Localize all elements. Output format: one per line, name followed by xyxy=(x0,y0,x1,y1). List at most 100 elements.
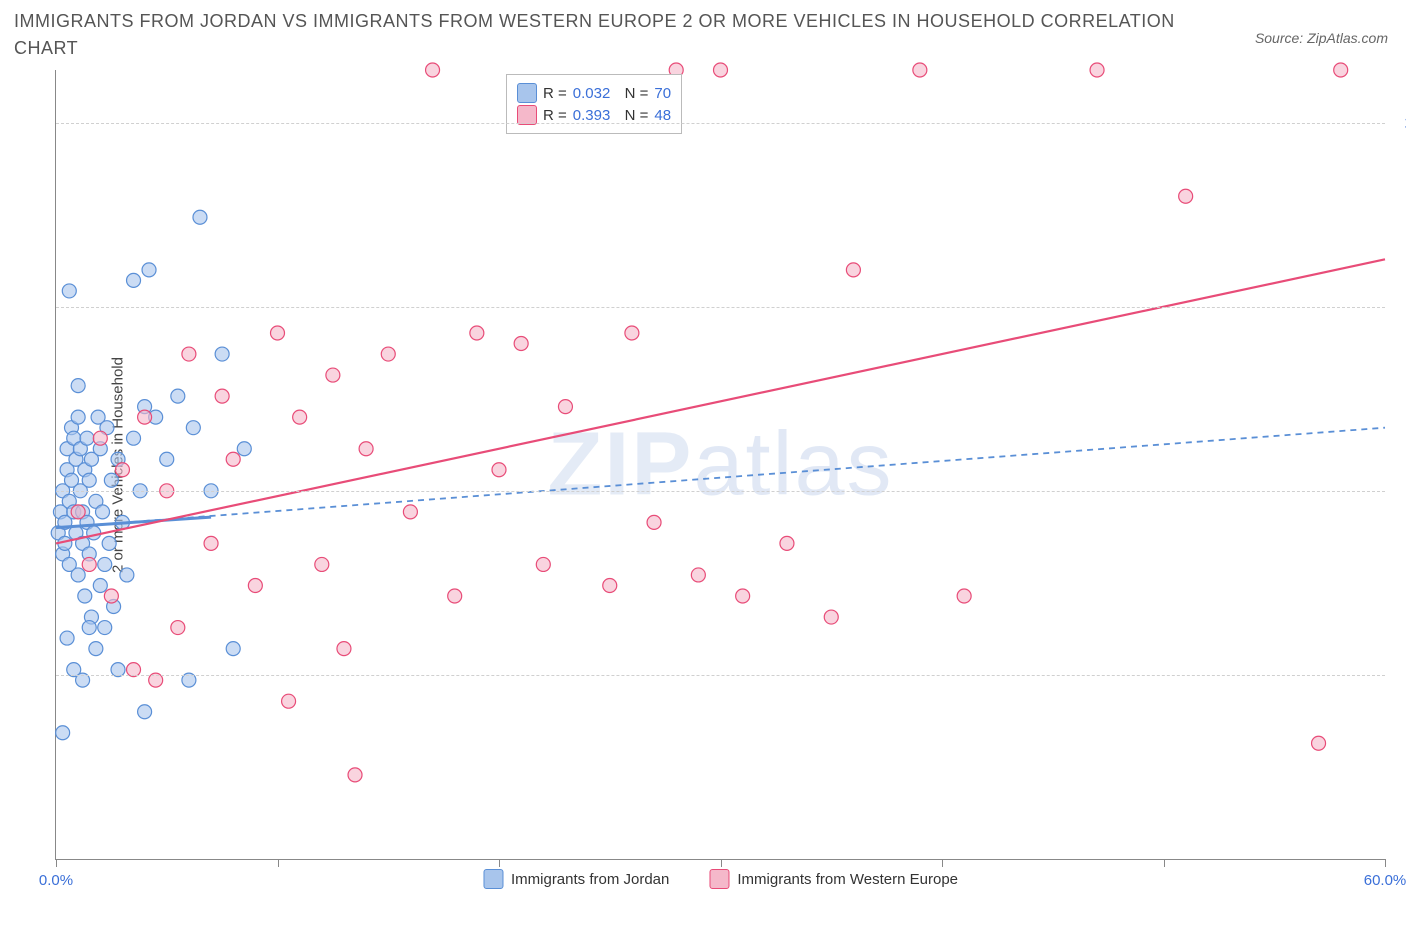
data-point xyxy=(846,263,860,277)
data-point xyxy=(56,726,70,740)
data-point xyxy=(736,589,750,603)
data-point xyxy=(714,63,728,77)
data-point xyxy=(204,536,218,550)
legend-label-jordan: Immigrants from Jordan xyxy=(511,871,669,888)
data-point xyxy=(957,589,971,603)
y-tick-label: 65.0% xyxy=(1395,482,1406,499)
legend-item-jordan: Immigrants from Jordan xyxy=(483,869,669,889)
data-point xyxy=(1090,63,1104,77)
data-point xyxy=(691,568,705,582)
data-point xyxy=(60,631,74,645)
data-point xyxy=(186,421,200,435)
data-point xyxy=(93,431,107,445)
y-tick-label: 100.0% xyxy=(1395,114,1406,131)
trend-line xyxy=(56,428,1385,528)
stats-legend-box: R = 0.032 N = 70R = 0.393 N = 48 xyxy=(506,74,682,134)
data-point xyxy=(536,557,550,571)
data-point xyxy=(96,505,110,519)
legend-item-we: Immigrants from Western Europe xyxy=(709,869,958,889)
data-point xyxy=(93,578,107,592)
data-point xyxy=(71,505,85,519)
data-point xyxy=(326,368,340,382)
data-point xyxy=(470,326,484,340)
data-point xyxy=(120,568,134,582)
gridline xyxy=(56,675,1385,676)
x-tick xyxy=(278,859,279,867)
x-tick xyxy=(56,859,57,867)
data-point xyxy=(913,63,927,77)
data-point xyxy=(127,273,141,287)
data-point xyxy=(282,694,296,708)
data-point xyxy=(625,326,639,340)
data-point xyxy=(127,431,141,445)
data-point xyxy=(1179,189,1193,203)
data-point xyxy=(403,505,417,519)
x-tick xyxy=(499,859,500,867)
data-point xyxy=(98,557,112,571)
data-point xyxy=(160,452,174,466)
legend-label-we: Immigrants from Western Europe xyxy=(737,871,958,888)
legend-r-label: R = xyxy=(543,107,567,124)
data-point xyxy=(104,589,118,603)
source-label: Source: ZipAtlas.com xyxy=(1255,30,1388,46)
data-point xyxy=(271,326,285,340)
data-point xyxy=(171,621,185,635)
gridline xyxy=(56,491,1385,492)
data-point xyxy=(87,526,101,540)
data-point xyxy=(171,389,185,403)
chart-container: IMMIGRANTS FROM JORDAN VS IMMIGRANTS FRO… xyxy=(0,0,1406,930)
data-point xyxy=(80,431,94,445)
data-point xyxy=(82,473,96,487)
data-point xyxy=(381,347,395,361)
data-point xyxy=(448,589,462,603)
x-tick-label: 0.0% xyxy=(39,872,73,889)
data-point xyxy=(71,410,85,424)
legend-r-value: 0.393 xyxy=(573,107,611,124)
plot-svg xyxy=(56,70,1385,859)
legend-r-label: R = xyxy=(543,85,567,102)
data-point xyxy=(215,347,229,361)
data-point xyxy=(78,589,92,603)
data-point xyxy=(215,389,229,403)
data-point xyxy=(558,400,572,414)
series-legend: Immigrants from Jordan Immigrants from W… xyxy=(483,869,958,889)
data-point xyxy=(226,642,240,656)
data-point xyxy=(293,410,307,424)
trend-line xyxy=(56,259,1385,543)
stats-legend-row: R = 0.032 N = 70 xyxy=(517,83,671,103)
x-tick xyxy=(1385,859,1386,867)
gridline xyxy=(56,307,1385,308)
data-point xyxy=(82,621,96,635)
data-point xyxy=(359,442,373,456)
legend-n-value: 70 xyxy=(654,85,671,102)
data-point xyxy=(115,463,129,477)
data-point xyxy=(315,557,329,571)
chart-title: IMMIGRANTS FROM JORDAN VS IMMIGRANTS FRO… xyxy=(14,8,1206,62)
y-tick-label: 47.5% xyxy=(1395,666,1406,683)
data-point xyxy=(603,578,617,592)
gridline xyxy=(56,123,1385,124)
data-point xyxy=(248,578,262,592)
data-point xyxy=(62,284,76,298)
legend-n-label: N = xyxy=(616,85,648,102)
data-point xyxy=(71,379,85,393)
plot-area: ZIPatlas R = 0.032 N = 70R = 0.393 N = 4… xyxy=(55,70,1385,860)
data-point xyxy=(337,642,351,656)
data-point xyxy=(492,463,506,477)
data-point xyxy=(226,452,240,466)
x-tick xyxy=(942,859,943,867)
data-point xyxy=(1312,736,1326,750)
legend-r-value: 0.032 xyxy=(573,85,611,102)
data-point xyxy=(82,557,96,571)
data-point xyxy=(138,410,152,424)
data-point xyxy=(193,210,207,224)
x-tick-label: 60.0% xyxy=(1364,872,1406,889)
data-point xyxy=(647,515,661,529)
data-point xyxy=(102,536,116,550)
legend-swatch-jordan xyxy=(483,869,503,889)
data-point xyxy=(780,536,794,550)
x-tick xyxy=(1164,859,1165,867)
data-point xyxy=(824,610,838,624)
data-point xyxy=(98,621,112,635)
data-point xyxy=(426,63,440,77)
